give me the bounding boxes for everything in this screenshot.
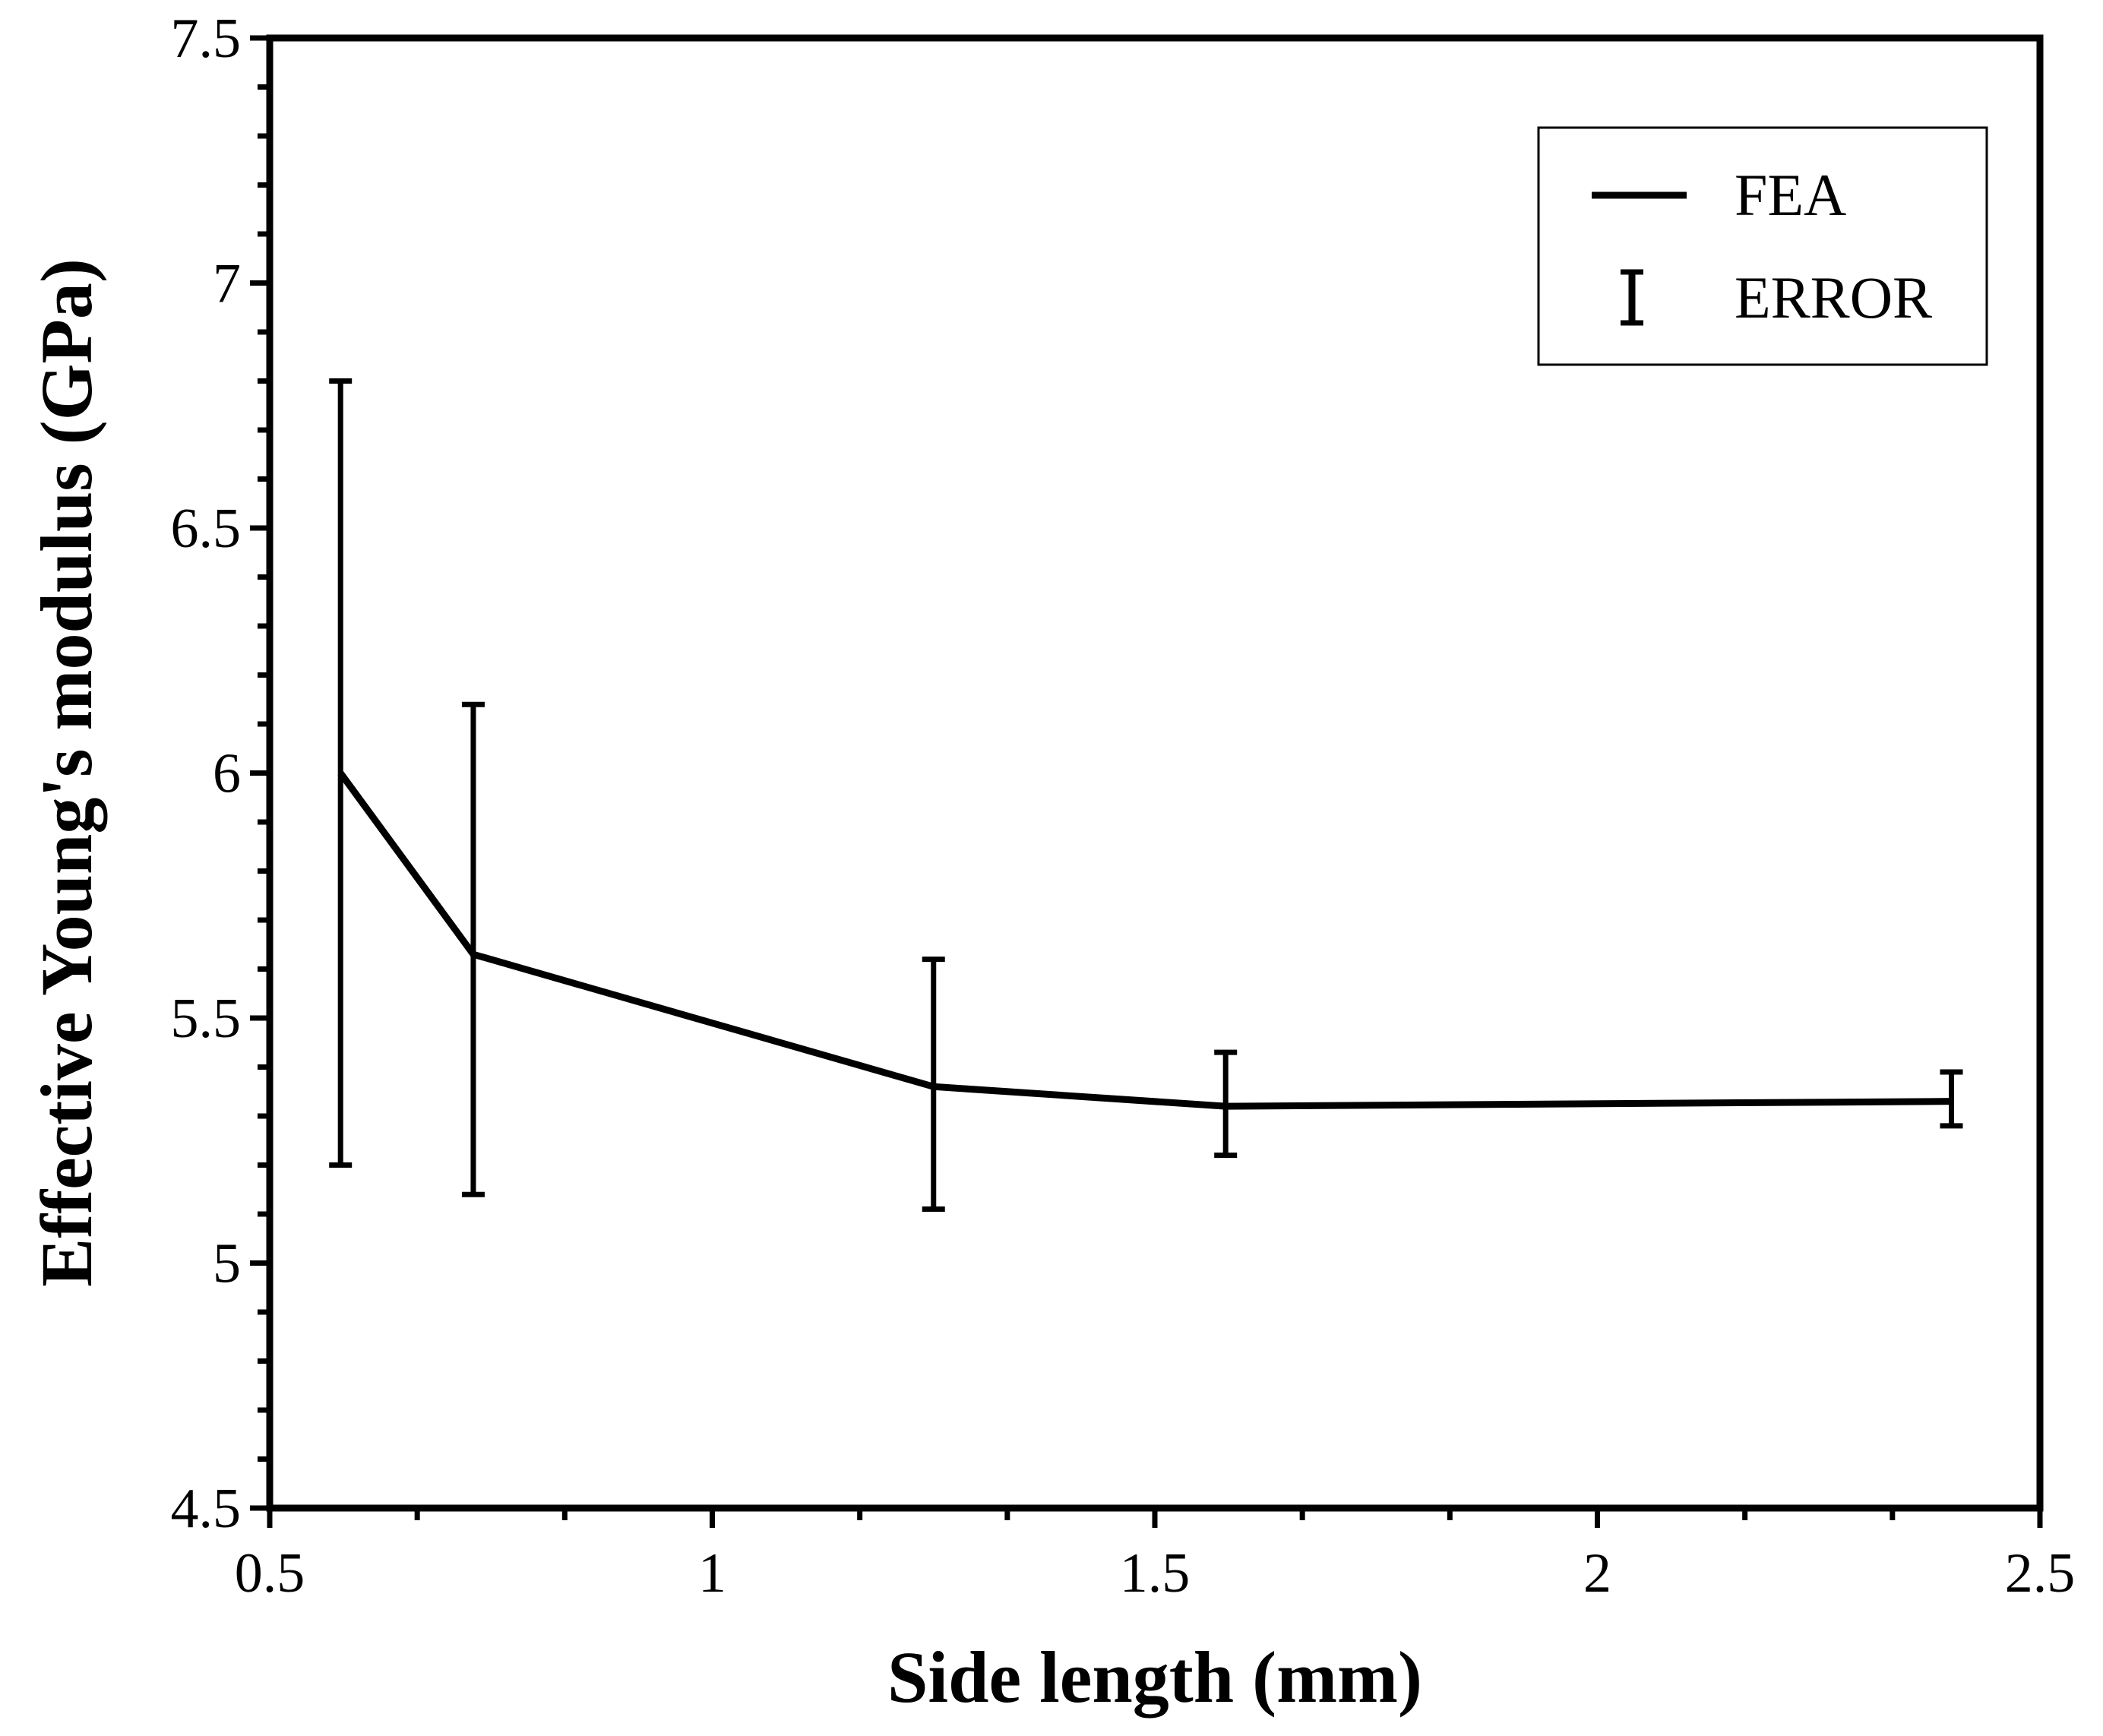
y-tick-label: 5.5 <box>171 988 242 1050</box>
x-tick-label: 1.5 <box>1120 1542 1191 1605</box>
y-tick-label: 7 <box>213 253 241 315</box>
x-tick-label: 0.5 <box>235 1542 305 1605</box>
error-bar <box>461 701 485 1197</box>
error-bar <box>922 957 945 1213</box>
legend-box <box>1537 126 1988 366</box>
x-tick-label: 2 <box>1583 1542 1611 1605</box>
legend-label-error: ERROR <box>1735 264 1932 330</box>
fea-line <box>337 770 1952 1110</box>
y-tick-label: 6 <box>213 743 241 805</box>
x-tick-label: 2.5 <box>2005 1542 2076 1605</box>
x-tick-label: 1 <box>698 1542 726 1605</box>
y-tick-label: 6.5 <box>171 498 242 560</box>
error-bar <box>1940 1069 1963 1129</box>
y-tick-label: 7.5 <box>171 8 242 70</box>
legend: FEA ERROR <box>1537 126 1988 366</box>
legend-error-swatch <box>1621 269 1643 326</box>
x-axis-ticks: 0.5 1 1.5 2 2.5 <box>235 1508 2076 1605</box>
legend-label-fea: FEA <box>1735 162 1846 228</box>
x-axis-title: Side length (mm) <box>887 1636 1422 1718</box>
error-bar <box>1214 1049 1238 1159</box>
y-tick-label: 5 <box>213 1233 241 1295</box>
error-bar <box>329 378 353 1168</box>
y-axis-ticks: 4.5 5 5.5 6 6.5 7 7.5 <box>171 8 270 1540</box>
y-axis-title: Effective Young's modulus (GPa) <box>26 258 107 1287</box>
series-layer <box>329 378 1963 1213</box>
y-tick-label: 4.5 <box>171 1478 242 1540</box>
